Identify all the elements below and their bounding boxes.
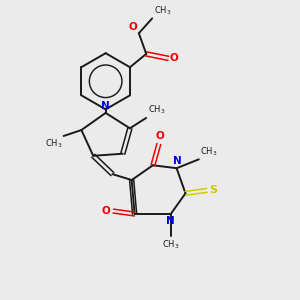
Text: O: O: [102, 206, 110, 216]
Text: S: S: [210, 185, 218, 195]
Text: CH$_3$: CH$_3$: [200, 146, 218, 158]
Text: CH$_3$: CH$_3$: [154, 4, 171, 17]
Text: N: N: [166, 215, 175, 226]
Text: O: O: [129, 22, 137, 32]
Text: N: N: [101, 100, 110, 110]
Text: CH$_3$: CH$_3$: [45, 137, 62, 150]
Text: O: O: [170, 53, 178, 63]
Text: CH$_3$: CH$_3$: [162, 238, 179, 251]
Text: O: O: [155, 131, 164, 141]
Text: CH$_3$: CH$_3$: [148, 104, 165, 116]
Text: N: N: [173, 156, 182, 166]
